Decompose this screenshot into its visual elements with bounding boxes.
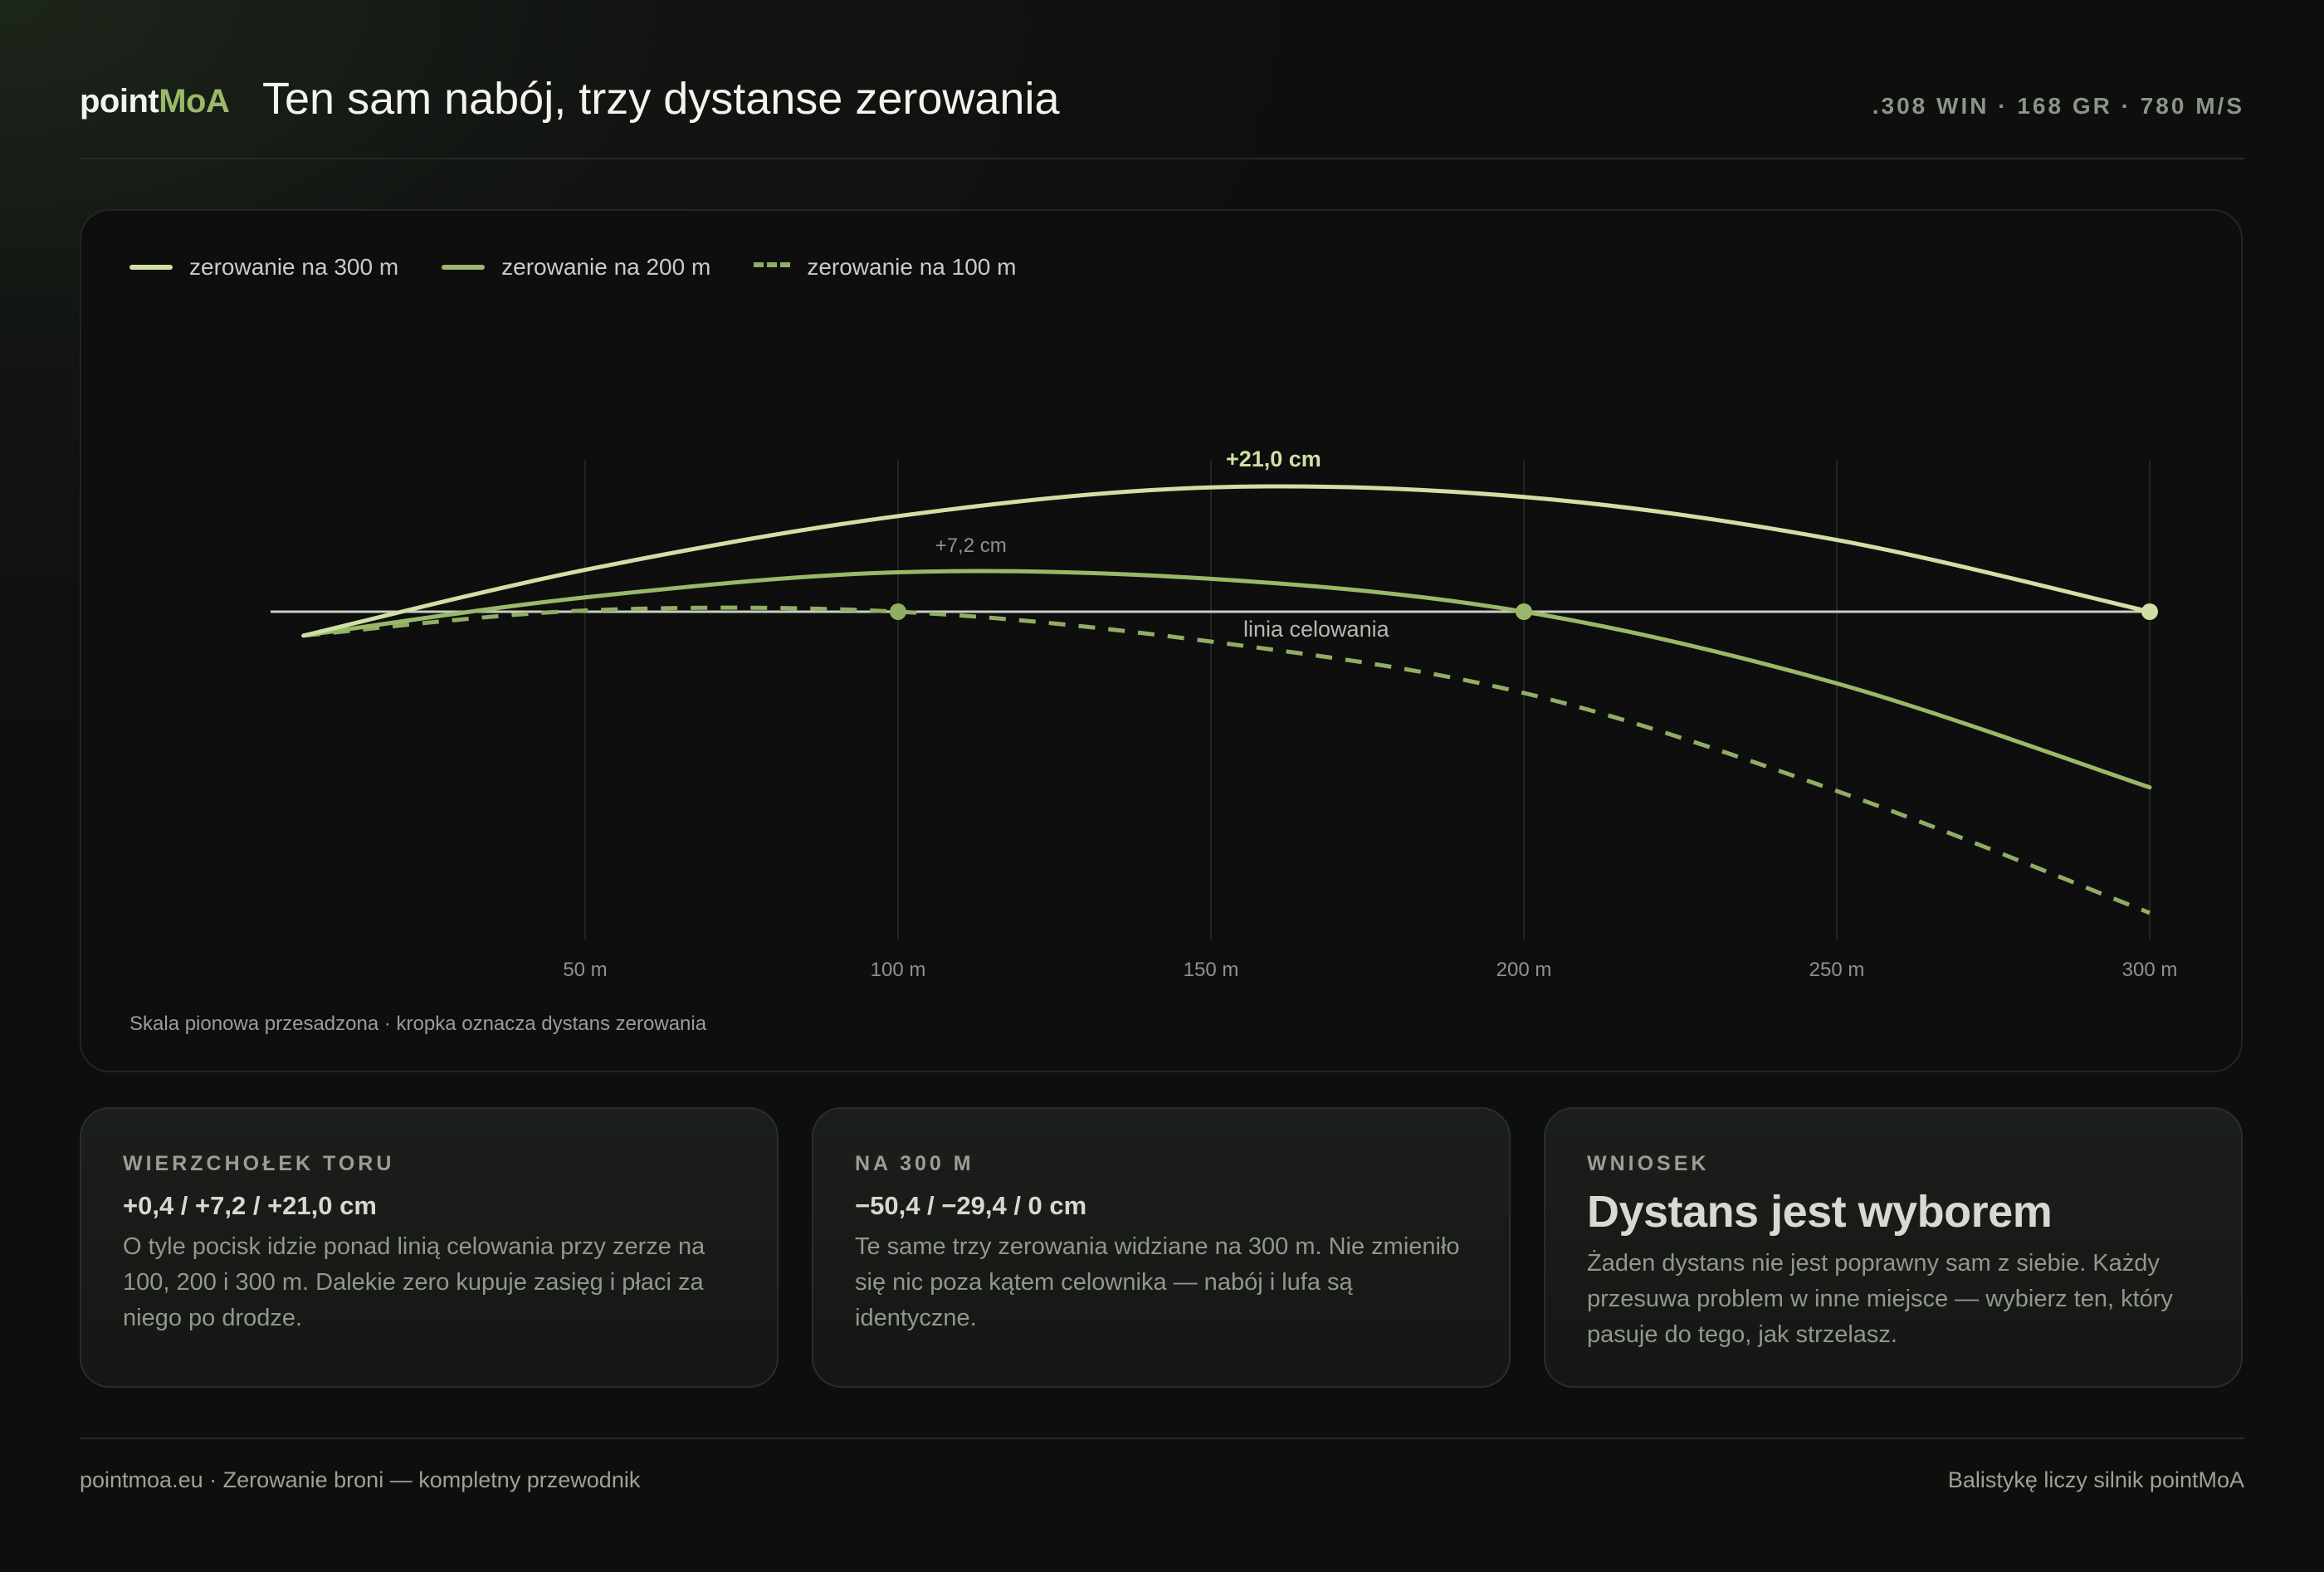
card-eyebrow: NA 300 M [855, 1152, 974, 1175]
legend-swatch-200 [442, 265, 486, 270]
zero-marker-100 [890, 603, 906, 620]
brand-logo[interactable]: pointMoA [80, 83, 230, 120]
page-title: Ten sam nabój, trzy dystanse zerowania [262, 74, 1060, 124]
legend-label-300: zerowanie na 300 m [189, 254, 399, 280]
chart-note: Skala pionowa przesadzona · kropka oznac… [129, 1013, 707, 1035]
brand-accent: MoA [159, 83, 230, 120]
cartridge-specs: .308 WIN · 168 GR · 780 M/S [1872, 93, 2244, 119]
card-value: +0,4 / +7,2 / +21,0 cm [123, 1191, 377, 1220]
footer-credit: Balistykę liczy silnik pointMoA [1947, 1467, 2244, 1492]
sight-line-label: linia celowania [1243, 617, 1390, 642]
legend-item-100: zerowanie na 100 m [754, 254, 1016, 281]
trajectory-chart: 50 m 100 m 150 m 200 m 250 m 300 m linia celow… [271, 447, 2178, 981]
footer: pointmoa.eu · Zerowanie broni — kompletn… [80, 1438, 2244, 1492]
summary-cards: WIERZCHOŁEK TORU +0,4 / +7,2 / +21,0 cm … [80, 1107, 2243, 1388]
legend-swatch-100 [754, 262, 791, 272]
card-body: Żaden dystans nie jest poprawny sam z si… [1587, 1250, 2173, 1348]
trajectory-line-200 [301, 569, 2152, 790]
x-tick-label: 200 m [1496, 959, 1552, 981]
brand-prefix: point [80, 83, 159, 120]
trajectory-line-100 [303, 605, 2151, 915]
card-body: Te same trzy zerowania widziane na 300 m… [855, 1233, 1460, 1331]
card-headline: Dystans jest wyborem [1587, 1187, 2053, 1237]
legend-swatch-300 [129, 265, 173, 270]
legend-item-200: zerowanie na 200 m [442, 254, 710, 281]
card-body: O tyle pocisk idzie ponad linią celowani… [123, 1233, 706, 1331]
x-tick-label: 100 m [871, 959, 926, 981]
trajectory-line-300 [301, 484, 2152, 638]
card-conclusion: WNIOSEK Dystans jest wyborem Żaden dysta… [1544, 1107, 2243, 1388]
chart-legend: zerowanie na 300 m zerowanie na 200 m ze… [129, 254, 1016, 281]
header: pointMoA Ten sam nabój, trzy dystanse ze… [80, 0, 2244, 159]
legend-label-100: zerowanie na 100 m [807, 254, 1017, 280]
legend-item-300: zerowanie na 300 m [129, 254, 398, 281]
x-tick-label: 150 m [1184, 959, 1239, 981]
peak-label-200: +7,2 cm [935, 535, 1007, 557]
card-eyebrow: WNIOSEK [1587, 1152, 1710, 1175]
x-tick-label: 250 m [1809, 959, 1865, 981]
footer-source: pointmoa.eu · Zerowanie broni — kompletn… [80, 1467, 641, 1492]
card-eyebrow: WIERZCHOŁEK TORU [123, 1152, 395, 1175]
legend-label-200: zerowanie na 200 m [501, 254, 711, 280]
x-tick-label: 300 m [2122, 959, 2178, 981]
peak-label-300: +21,0 cm [1226, 447, 1321, 471]
card-apex: WIERZCHOŁEK TORU +0,4 / +7,2 / +21,0 cm … [80, 1107, 779, 1388]
zero-marker-200 [1516, 603, 1532, 620]
chart-card: zerowanie na 300 m zerowanie na 200 m ze… [80, 209, 2243, 1072]
card-at-300: NA 300 M −50,4 / −29,4 / 0 cm Te same tr… [812, 1107, 1511, 1388]
zero-marker-300 [2141, 603, 2158, 620]
card-value: −50,4 / −29,4 / 0 cm [855, 1191, 1087, 1220]
x-tick-label: 50 m [563, 959, 607, 981]
